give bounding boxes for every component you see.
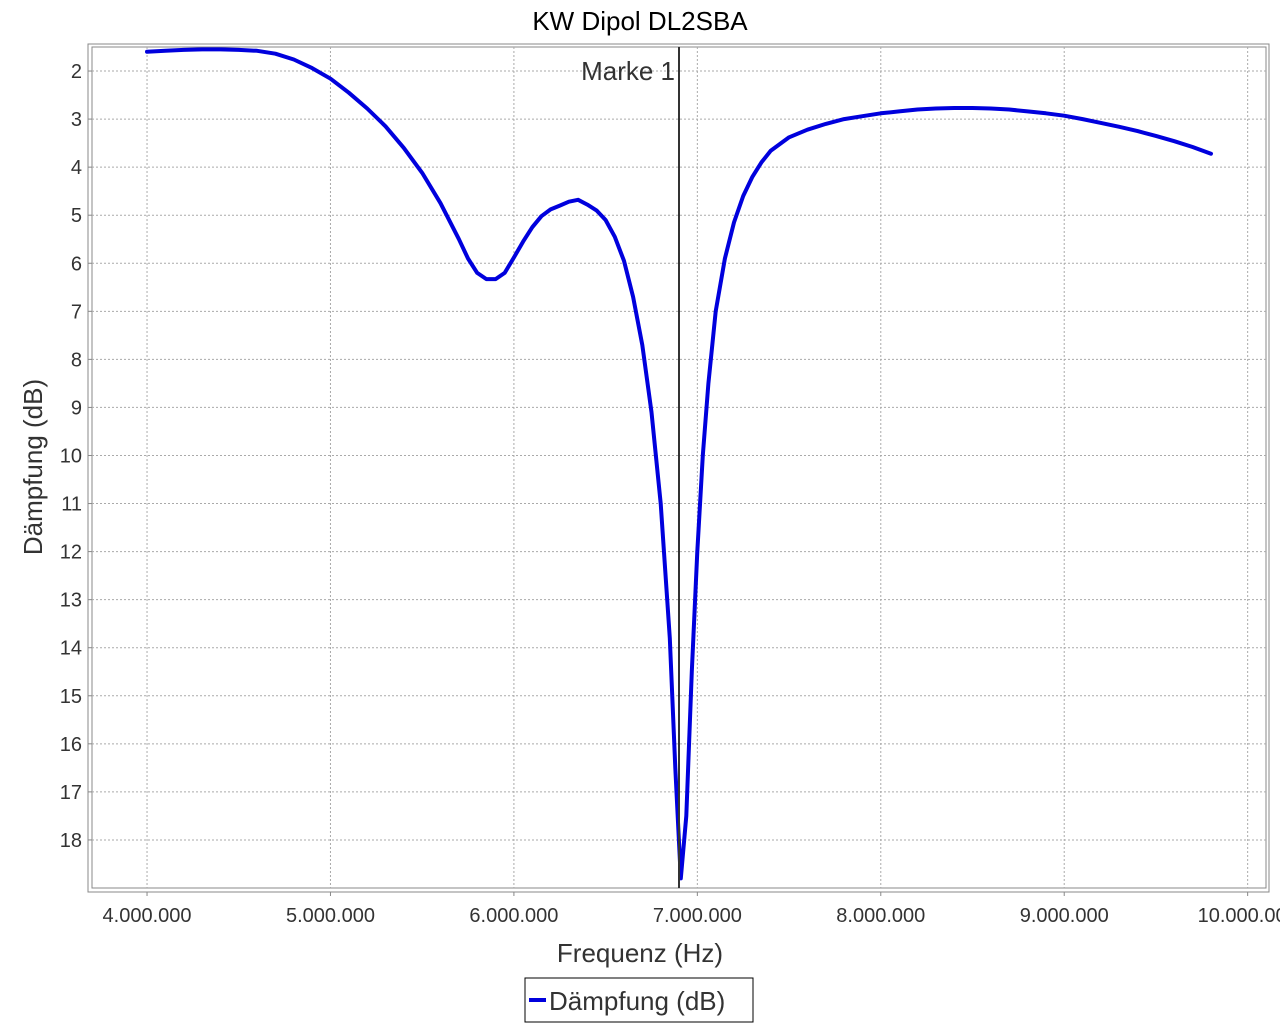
x-tick-label: 7.000.000 [653, 905, 742, 927]
y-tick-label: 3 [71, 109, 82, 131]
legend: Dämpfung (dB) [524, 977, 754, 1023]
y-tick-label: 18 [60, 830, 82, 852]
y-tick-label: 4 [71, 157, 82, 179]
y-axis-ticks: 2 3 4 5 6 7 8 9 10 11 12 13 14 15 16 17 18 [60, 61, 92, 852]
y-tick-label: 16 [60, 734, 82, 756]
y-tick-label: 11 [61, 494, 82, 516]
chart-title: KW Dipol DL2SBA [532, 6, 748, 36]
y-tick-label: 17 [60, 782, 82, 804]
y-tick-label: 15 [60, 686, 82, 708]
x-tick-label: 8.000.000 [836, 905, 925, 927]
y-tick-label: 5 [71, 205, 82, 227]
y-axis-title: Dämpfung (dB) [18, 379, 48, 555]
x-axis-ticks: 4.000.000 5.000.000 6.000.000 7.000.000 8.00… [103, 892, 1280, 927]
x-tick-label: 4.000.000 [103, 905, 192, 927]
y-tick-label: 10 [60, 445, 82, 467]
legend-label: Dämpfung (dB) [549, 986, 725, 1016]
y-tick-label: 7 [71, 301, 82, 323]
grid-lines [92, 47, 1266, 888]
y-tick-label: 13 [60, 590, 82, 612]
x-tick-label: 5.000.000 [286, 905, 375, 927]
x-tick-label: 9.000.000 [1020, 905, 1109, 927]
series-layer [145, 47, 1213, 881]
y-tick-label: 8 [71, 349, 82, 371]
legend-box [524, 977, 754, 1023]
x-tick-label: 10.000.000 [1198, 905, 1280, 927]
marker-label: Marke 1 [581, 56, 675, 86]
x-tick-label: 6.000.000 [469, 905, 558, 927]
y-tick-label: 6 [71, 253, 82, 275]
series-line-0 [145, 47, 1213, 881]
y-tick-label: 14 [60, 638, 82, 660]
x-axis-title: Frequenz (Hz) [557, 938, 723, 968]
marker-layer: Marke 1 [581, 47, 680, 888]
y-tick-label: 12 [60, 542, 82, 564]
y-tick-label: 2 [71, 61, 82, 83]
y-tick-label: 9 [71, 397, 82, 419]
